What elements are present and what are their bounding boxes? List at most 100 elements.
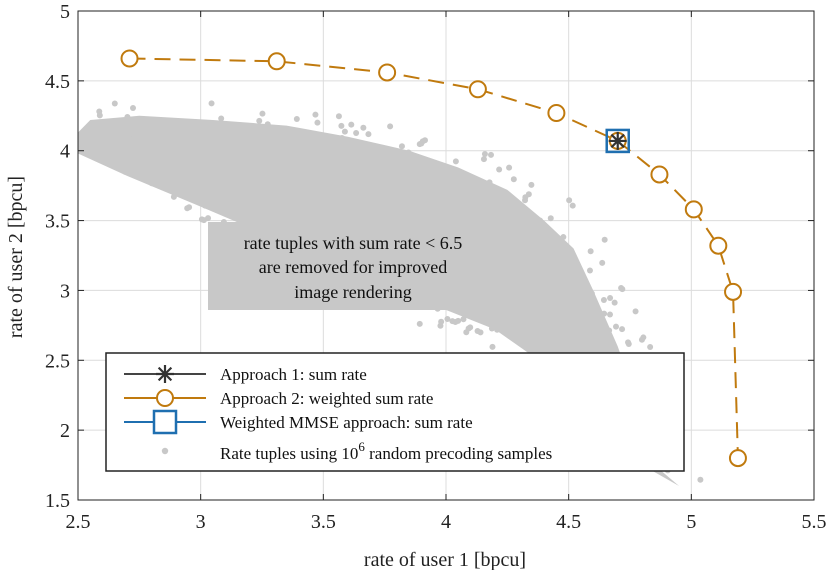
y-tick-label: 3 [60, 280, 70, 302]
sample-dot [544, 245, 551, 252]
sample-dot [515, 271, 522, 278]
sample-dot [332, 151, 339, 158]
dot-marker-icon [161, 447, 169, 455]
sample-dot [257, 191, 264, 198]
sample-dot [236, 188, 243, 195]
sample-dot [510, 222, 517, 229]
sample-dot [506, 215, 513, 222]
sample-dot [170, 193, 177, 200]
axis-ticks: 2.5 3 3.5 4 4.5 5 5.5 1.5 2 2.5 3 3.5 4 4.5 5 [45, 1, 827, 533]
sample-dot [268, 171, 275, 178]
sample-dot [354, 193, 361, 200]
approach2-marker [547, 103, 566, 122]
sample-dot [159, 135, 166, 142]
x-tick-label: 4.5 [556, 511, 581, 533]
sample-dot [163, 143, 170, 150]
annotation-line-1: rate tuples with sum rate < 6.5 [244, 233, 463, 253]
sample-dot [440, 204, 447, 211]
sample-dot [452, 158, 459, 165]
y-tick-label: 2.5 [45, 350, 70, 372]
sample-dot [324, 214, 331, 221]
sample-dot [560, 234, 567, 241]
approach2-marker [728, 449, 747, 468]
annotation-line-2: are removed for improved [259, 257, 447, 277]
sample-dot [541, 260, 548, 267]
approach2-marker [650, 165, 669, 184]
sample-dot [145, 161, 152, 168]
sample-dot [202, 202, 209, 209]
sample-dot [222, 171, 229, 178]
sample-dot [619, 326, 626, 333]
sample-dot [310, 134, 317, 141]
sample-dot [574, 339, 581, 346]
sample-dot [220, 139, 227, 146]
legend-label-random-samples-sup: 6 [358, 439, 365, 454]
y-tick-label: 4.5 [45, 71, 70, 93]
sample-dot [599, 259, 606, 266]
sample-dot [338, 122, 345, 129]
sample-dot [259, 110, 266, 117]
sample-dot [439, 164, 446, 171]
sample-dot [218, 115, 225, 122]
sample-dot [208, 165, 215, 172]
sample-dot [184, 119, 191, 126]
x-tick-label: 5.5 [802, 511, 827, 533]
sample-dot [185, 175, 192, 182]
sample-dot [177, 133, 184, 140]
sample-dot [151, 145, 158, 152]
sample-dot [486, 179, 493, 186]
sample-dot [591, 309, 598, 316]
sample-dot [341, 128, 348, 135]
sample-dot [135, 124, 142, 131]
sample-dot [600, 296, 607, 303]
sample-dot [534, 220, 541, 227]
sample-dot [381, 145, 388, 152]
sample-dot [279, 137, 286, 144]
sample-dot [601, 310, 608, 317]
legend: Approach 1: sum rate Approach 2: weighte… [105, 352, 685, 472]
y-tick-label: 2 [60, 420, 70, 442]
y-tick-label: 4 [60, 141, 70, 163]
sample-dot [510, 176, 517, 183]
legend-label-approach2: Approach 2: weighted sum rate [220, 389, 433, 408]
sample-dot [574, 297, 581, 304]
legend-label-random-samples-tail: random precoding samples [365, 444, 552, 463]
sample-dot [488, 325, 495, 332]
x-tick-label: 3 [196, 511, 206, 533]
sample-dot [541, 339, 548, 346]
x-tick-label: 2.5 [66, 511, 91, 533]
sample-dot [588, 290, 595, 297]
sample-dot [258, 151, 265, 158]
sample-dot [560, 342, 567, 349]
sample-dot [213, 123, 220, 130]
legend-item-wmmse: Weighted MMSE approach: sum rate [124, 409, 473, 435]
sample-dot [126, 168, 133, 175]
square-marker-icon [152, 409, 178, 435]
sample-dot [586, 267, 593, 274]
sample-dot [189, 137, 196, 144]
sample-dot [569, 315, 576, 322]
legend-item-approach2: Approach 2: weighted sum rate [124, 389, 433, 408]
sample-dot [353, 130, 360, 137]
sample-dot [613, 323, 620, 330]
sample-dot [323, 133, 330, 140]
sample-dot [126, 135, 133, 142]
sample-dot [112, 127, 119, 134]
sample-dot [349, 186, 356, 193]
sample-dot [237, 168, 244, 175]
x-tick-label: 4 [441, 511, 451, 533]
sample-dot [246, 127, 253, 134]
sample-dot [279, 207, 286, 214]
sample-dot [547, 215, 554, 222]
circle-marker-icon [156, 389, 174, 407]
sample-dot [314, 119, 321, 126]
sample-dot [303, 175, 310, 182]
sample-dot [124, 114, 131, 121]
approach2-marker [120, 49, 139, 68]
sample-dot [618, 285, 625, 292]
sample-dot [173, 155, 180, 162]
sample-dot [416, 320, 423, 327]
legend-item-approach1: Approach 1: sum rate [124, 365, 367, 384]
sample-dot [386, 194, 393, 201]
sample-dot [338, 134, 345, 141]
